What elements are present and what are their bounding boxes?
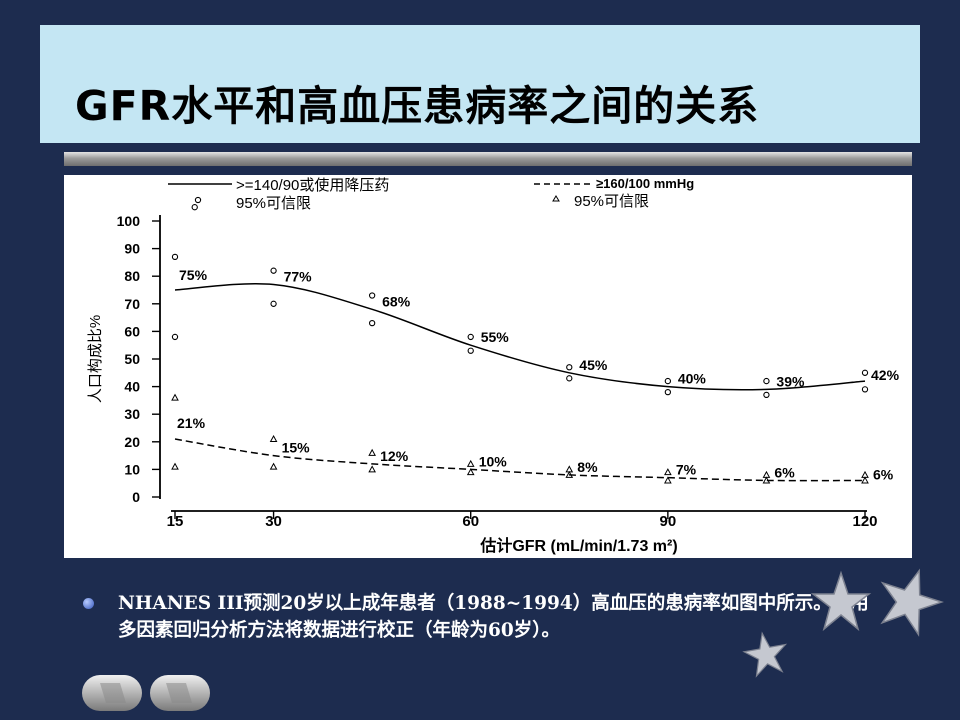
data-label: 7% [676, 462, 697, 478]
ci-point [466, 468, 475, 476]
ci-point [368, 319, 376, 327]
dashed-series-line [174, 438, 866, 482]
legend-circle-marker [194, 196, 202, 204]
ci-point [171, 333, 179, 341]
ci-point [269, 434, 278, 443]
y-tick-label: 20 [124, 434, 140, 450]
ci-point [171, 253, 179, 261]
data-label: 8% [577, 459, 598, 475]
ci-point [171, 393, 179, 401]
bullet-icon [83, 598, 94, 609]
data-label: 42% [871, 367, 900, 383]
ci-point [763, 377, 770, 385]
chart-panel: >=140/90或使用降压药 95%可信限 ≥160/100 mmHg 95%可信限 … [64, 175, 912, 558]
ci-point [466, 459, 475, 467]
ci-point [171, 462, 179, 470]
next-button[interactable] [150, 675, 210, 711]
ci-point [368, 292, 376, 299]
ci-point [467, 333, 474, 341]
data-label: 12% [380, 448, 409, 464]
slide-title: GFR水平和高血压患病率之间的关系 [75, 82, 760, 130]
data-label: 55% [481, 329, 510, 345]
x-tick-label: 120 [852, 513, 877, 530]
ci-point [368, 465, 376, 473]
data-label: 68% [382, 293, 411, 309]
data-label: 75% [179, 267, 208, 283]
title-divider [64, 152, 912, 166]
ci-point [762, 476, 771, 484]
ci-point [861, 476, 869, 484]
ci-point [566, 375, 573, 382]
y-tick-label: 80 [124, 268, 140, 284]
x-tick-label: 30 [265, 513, 282, 530]
ci-point [270, 300, 277, 307]
y-tick-label: 60 [124, 323, 140, 339]
y-tick-label: 0 [132, 489, 140, 505]
legend-label: >=140/90或使用降压药 [236, 177, 389, 194]
x-tick-label: 60 [462, 513, 479, 530]
next-arrow-icon [166, 683, 192, 703]
data-label: 40% [678, 371, 707, 387]
data-label: 39% [776, 373, 805, 389]
ci-point [763, 391, 770, 399]
legend-triangle-marker [552, 195, 560, 202]
y-tick-label: 10 [124, 461, 140, 477]
title-banner [40, 25, 920, 143]
x-tick-label: 15 [167, 513, 184, 530]
ci-point [467, 347, 474, 354]
legend-label: 95%可信限 [574, 193, 649, 210]
ci-point [861, 386, 869, 393]
ci-point [664, 476, 672, 484]
legend-label: ≥160/100 mmHg [596, 176, 694, 191]
data-label: 45% [579, 357, 608, 373]
x-tick-label: 90 [660, 513, 677, 530]
ci-point [566, 364, 573, 371]
bullet-text: NHANES III预测20岁以上成年患者（1988~1994）高血压的患病率如… [118, 593, 869, 641]
ci-point [861, 369, 869, 376]
data-label: 6% [873, 466, 894, 482]
prev-arrow-icon [100, 683, 126, 703]
x-axis-label: 估计GFR (mL/min/1.73 m²) [479, 536, 677, 555]
data-label: 6% [774, 464, 795, 480]
y-tick-label: 30 [124, 406, 140, 422]
prev-button[interactable] [82, 675, 142, 711]
ci-point [664, 468, 672, 476]
solid-series-line [174, 282, 866, 391]
ci-point [191, 204, 198, 211]
data-label: 21% [177, 415, 206, 431]
data-label: 10% [479, 453, 508, 469]
y-tick-label: 90 [124, 241, 140, 257]
ci-point [664, 377, 672, 385]
star-icon [742, 631, 788, 678]
y-axis-label: 人口构成比% [87, 315, 104, 403]
star-icon [810, 570, 872, 632]
star-icon [880, 568, 944, 637]
y-tick-label: 50 [124, 351, 140, 367]
ci-point [269, 462, 278, 470]
y-tick-label: 40 [124, 379, 140, 395]
data-label: 77% [284, 268, 313, 284]
ci-point [368, 448, 376, 456]
y-tick-label: 100 [117, 213, 141, 229]
data-label: 15% [282, 440, 311, 456]
y-tick-label: 70 [124, 296, 140, 312]
ci-point [270, 267, 277, 274]
legend-label: 95%可信限 [236, 195, 311, 212]
ci-point [565, 470, 574, 478]
ci-point [664, 388, 672, 396]
